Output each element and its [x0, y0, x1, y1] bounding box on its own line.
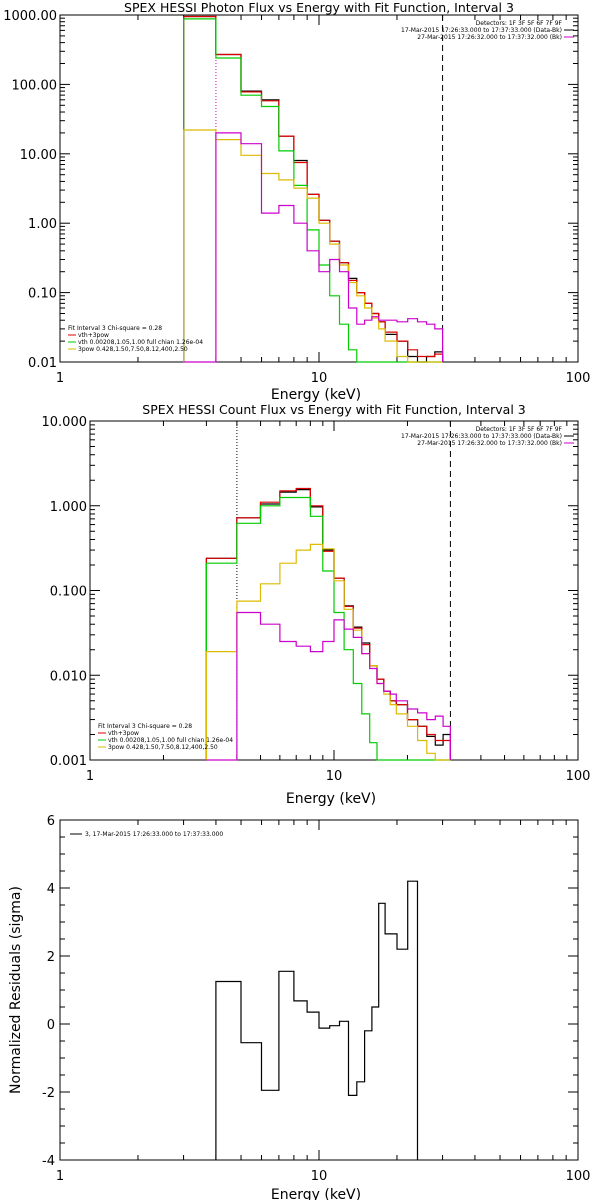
series-line-vth-3pow [183, 15, 444, 362]
x-tick-label: 1 [56, 1169, 64, 1184]
x-tick-label: 100 [566, 371, 591, 386]
x-tick-label: 10 [311, 1169, 328, 1184]
series-line-residuals [215, 880, 419, 1160]
y-tick-label: 1.00 [28, 217, 57, 232]
x-tick-label: 10 [311, 371, 328, 386]
y-tick-label: -2 [42, 1086, 55, 1101]
legend-detectors-text: 27-Mar-2015 17:26:32.000 to 17:37:32.000… [417, 34, 562, 41]
x-tick-label: 10 [326, 769, 343, 784]
x-tick-label: 1 [86, 769, 94, 784]
y-tick-label: 10.00 [20, 148, 57, 163]
y-tick-label: 2 [47, 950, 55, 965]
legend-fit-text: Fit Interval 3 Chi-square = 0.28 [68, 325, 162, 332]
x-axis-label: Energy (keV) [271, 1187, 361, 1200]
legend-fit-text: Fit Interval 3 Chi-square = 0.28 [98, 723, 192, 730]
y-tick-label: 1000.00 [3, 9, 57, 24]
chart-panel-2: SPEX HESSI Count Flux vs Energy with Fit… [42, 402, 591, 807]
legend-detectors-text: 17-Mar-2015 17:26:33.000 to 17:37:33.000… [401, 27, 562, 34]
y-tick-label: 0 [47, 1018, 55, 1033]
chart-panel-3: Energy (keV) Normalized Residuals (sigma)… [8, 814, 590, 1200]
x-tick-label: 1 [56, 371, 64, 386]
legend-fit-text: 3pow 0.428,1.50,7.50,8.12,400,2.50 [78, 346, 188, 353]
x-tick-label: 100 [566, 769, 591, 784]
series-line-vth [205, 496, 451, 761]
legend-fit-text: 3pow 0.428,1.50,7.50,8.12,400,2.50 [108, 744, 218, 751]
y-tick-label: 0.100 [50, 585, 87, 600]
y-tick-label: 0.01 [28, 356, 57, 371]
plot-frame [59, 14, 579, 363]
plot-frame [59, 819, 579, 1161]
series-line-3pow [183, 129, 443, 363]
series-line-data-bk [183, 15, 444, 363]
legend-fit-text: vth+3pow [108, 730, 139, 737]
legend-detectors-text: 17-Mar-2015 17:26:33.000 to 17:37:33.000… [401, 433, 562, 440]
legend-fit-text: vth 0.00208,1.05,1.00 full chian 1.26e-0… [108, 737, 233, 744]
y-tick-label: 6 [47, 814, 55, 829]
y-tick-label: 0.010 [50, 669, 87, 684]
y-tick-label: -4 [42, 1154, 55, 1169]
legend-detectors-text: Detectors: 1F 3F 5F 6F 7F 9F [476, 20, 563, 27]
y-tick-label: 1.000 [50, 500, 87, 515]
series-line-vth-3pow [205, 487, 451, 760]
legend-text: 3, 17-Mar-2015 17:26:33.000 to 17:37:33.… [85, 831, 223, 838]
legend-fit-text: vth+3pow [78, 332, 109, 339]
y-tick-label: 100.00 [12, 78, 58, 93]
series-line-bk [206, 611, 451, 761]
y-tick-label: 10.000 [42, 415, 88, 430]
legend-detectors-text: Detectors: 1F 3F 5F 6F 7F 9F [476, 426, 563, 433]
series-line-3pow [205, 543, 451, 761]
y-tick-label: 4 [47, 882, 55, 897]
chart-panel-1: SPEX HESSI Photon Flux vs Energy with Fi… [3, 0, 590, 403]
chart-title: SPEX HESSI Count Flux vs Energy with Fit… [142, 402, 525, 417]
y-axis-label: Normalized Residuals (sigma) [8, 886, 24, 1094]
legend-detectors-text: 27-Mar-2015 17:26:32.000 to 17:37:32.000… [417, 440, 562, 447]
legend-fit-text: vth 0.00208,1.05,1.00 full chian 1.26e-0… [78, 339, 203, 346]
x-tick-label: 100 [566, 1169, 591, 1184]
y-tick-label: 0.10 [28, 287, 57, 302]
x-axis-label: Energy (keV) [286, 791, 376, 807]
x-axis-label: Energy (keV) [271, 387, 361, 403]
series-line-vth [183, 18, 443, 363]
y-tick-label: 0.001 [50, 754, 87, 769]
series-line-bk [183, 132, 444, 363]
chart-title: SPEX HESSI Photon Flux vs Energy with Fi… [124, 0, 514, 15]
